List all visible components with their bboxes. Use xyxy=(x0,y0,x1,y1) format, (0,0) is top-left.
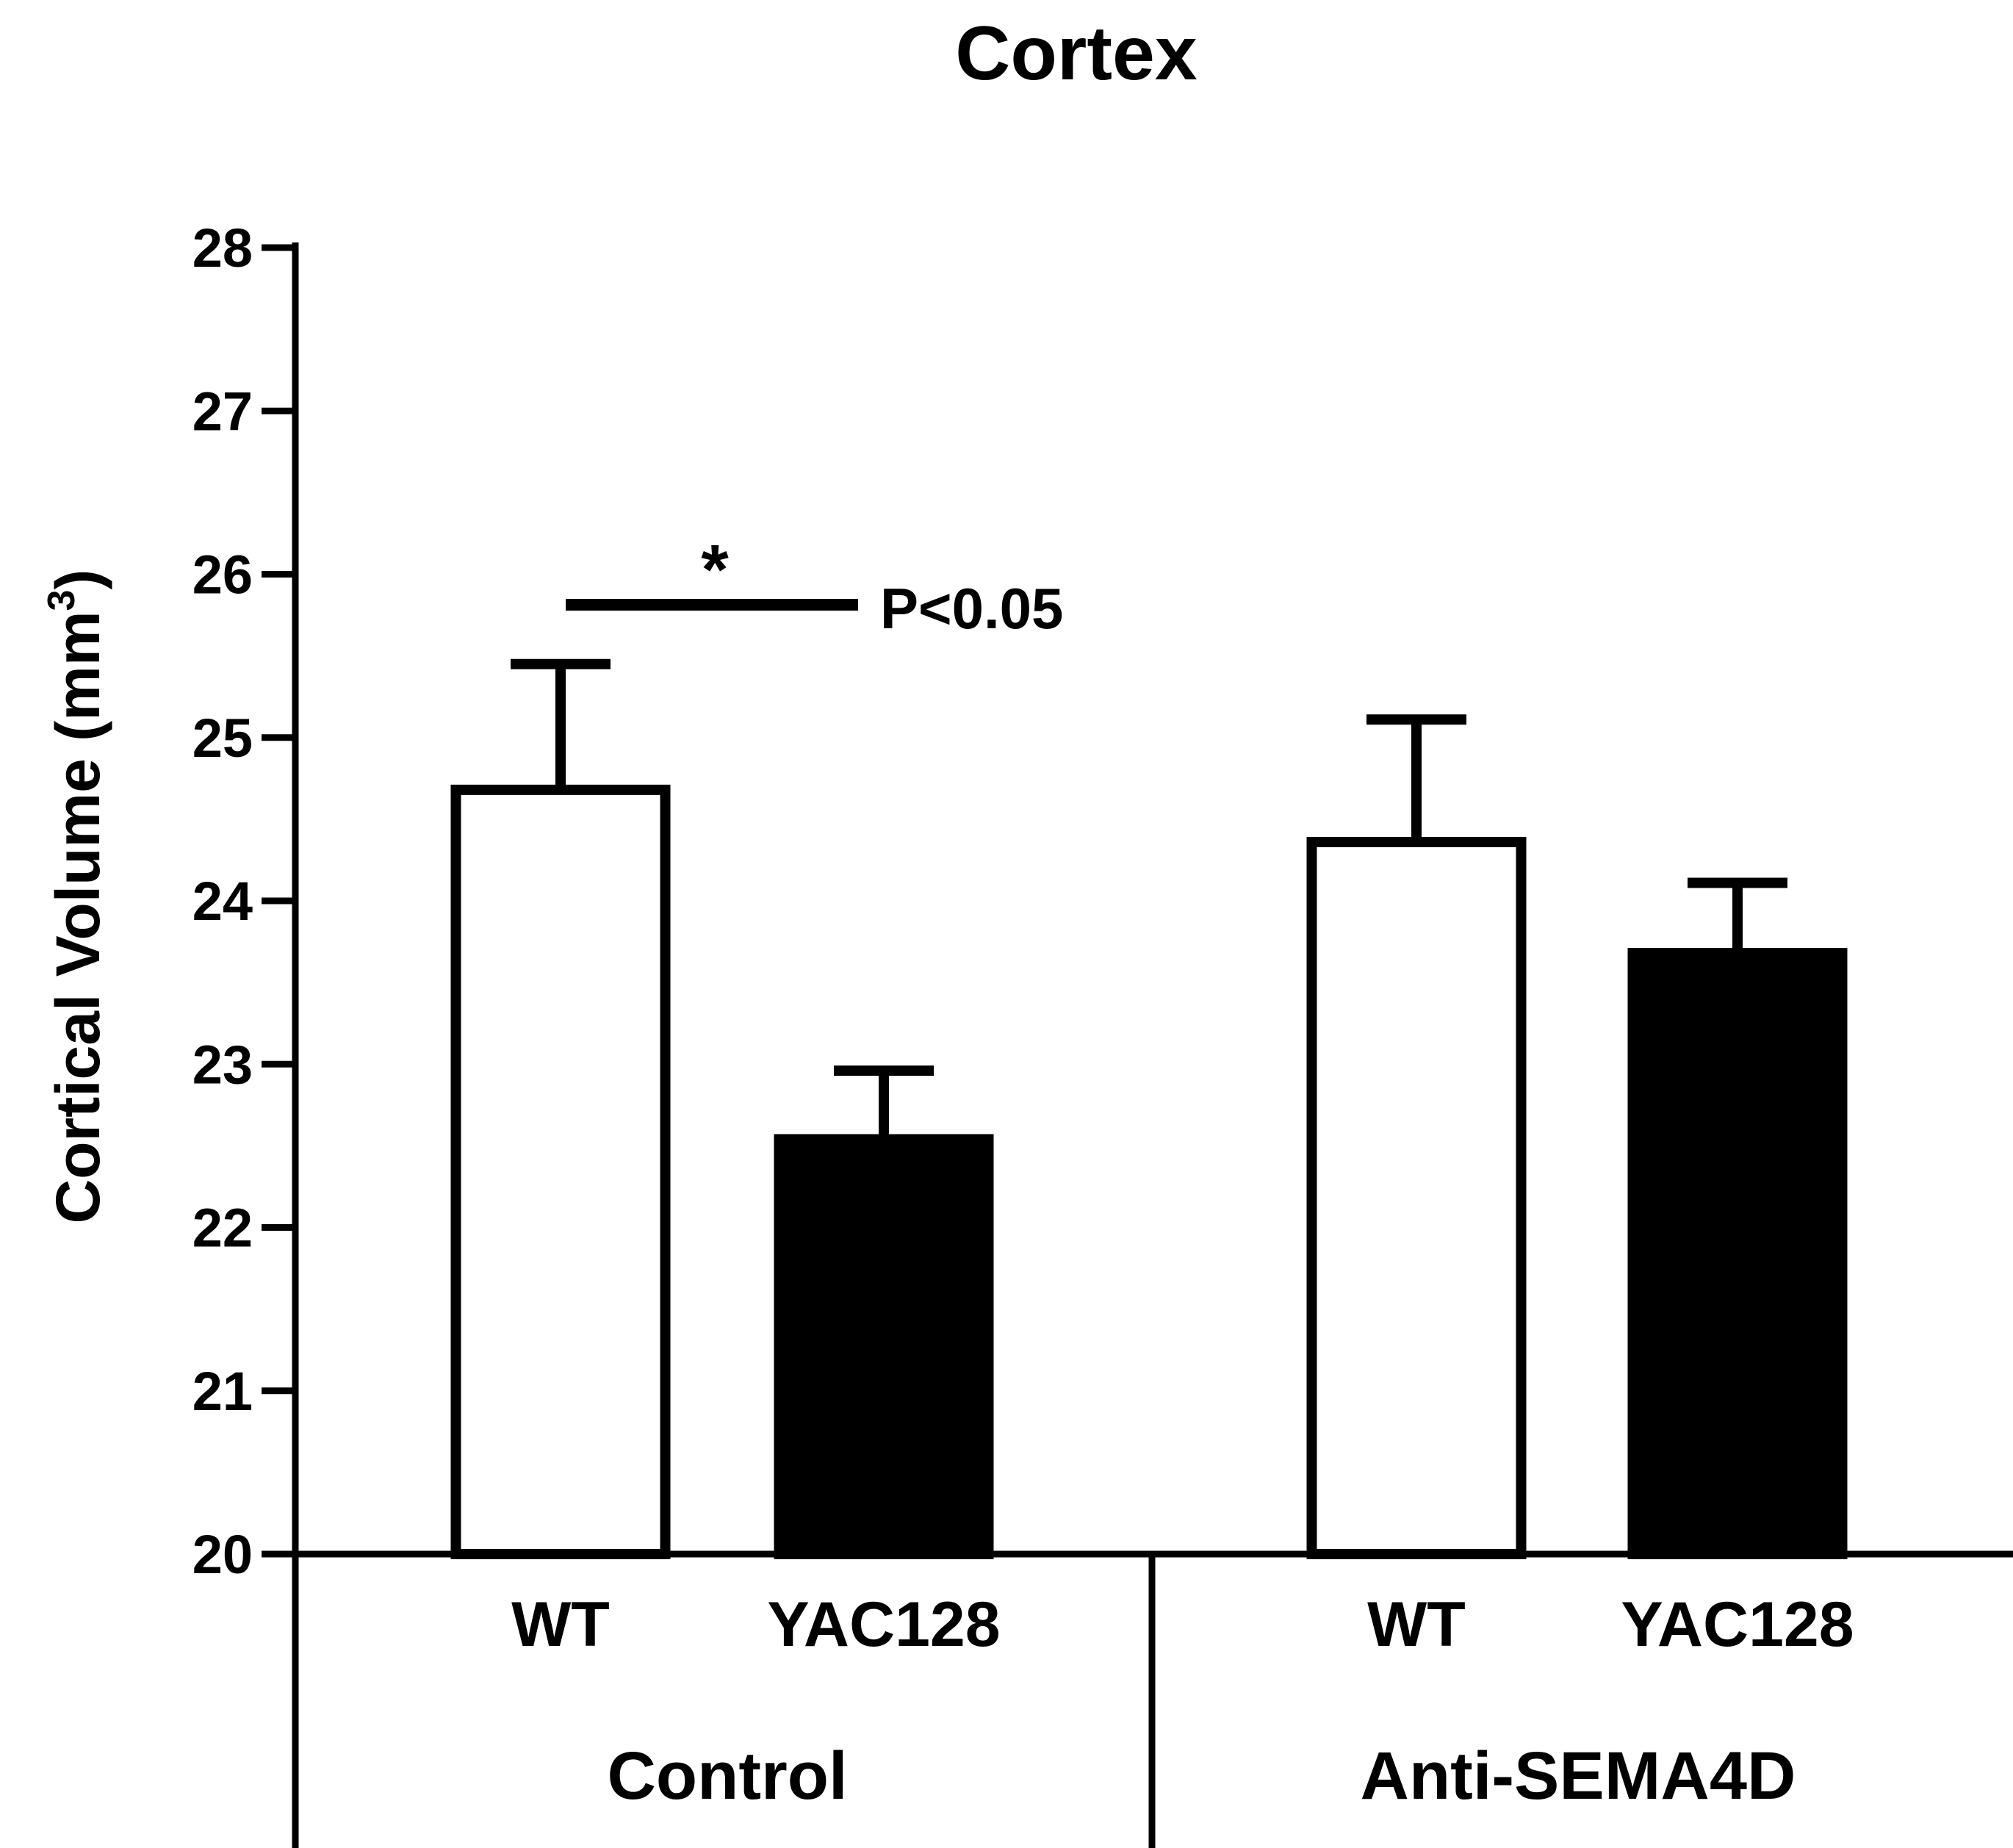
group-label: Control xyxy=(607,1739,847,1813)
bar-3 xyxy=(1306,836,1527,1559)
bars xyxy=(450,784,1848,1559)
y-tick-label: 20 xyxy=(192,1524,253,1585)
y-axis-ticks: 20 21 22 23 24 25 26 27 28 xyxy=(192,217,295,1585)
category-label: YAC128 xyxy=(1621,1589,1854,1660)
error-bars xyxy=(511,658,1787,1140)
chart-title: Cortex xyxy=(955,11,1198,96)
y-tick-label: 21 xyxy=(192,1361,253,1422)
significance-star: * xyxy=(701,531,729,609)
bar-1 xyxy=(450,784,671,1559)
y-tick-label: 27 xyxy=(192,381,253,442)
group-labels: Control Anti-SEMA4D xyxy=(607,1739,1796,1813)
y-axis-label: Cortical Volume (mm3) xyxy=(40,569,112,1224)
x-axis-labels: WT YAC128 WT YAC128 xyxy=(511,1589,1854,1660)
p-value-label: P<0.05 xyxy=(880,576,1063,641)
group-label: Anti-SEMA4D xyxy=(1361,1739,1796,1813)
axes xyxy=(292,242,2013,1848)
category-label: WT xyxy=(511,1589,610,1660)
y-tick-label: 26 xyxy=(192,544,253,605)
y-tick-label: 23 xyxy=(192,1034,253,1095)
significance-annotation: * P<0.05 xyxy=(566,531,1063,641)
bar-4 xyxy=(1627,948,1848,1559)
category-label: YAC128 xyxy=(767,1589,1000,1660)
y-tick-label: 22 xyxy=(192,1198,253,1259)
y-tick-label: 25 xyxy=(192,708,253,769)
y-tick-label: 28 xyxy=(192,217,253,278)
y-tick-label: 24 xyxy=(192,871,253,932)
category-label: WT xyxy=(1367,1589,1466,1660)
bar-2 xyxy=(774,1134,994,1559)
